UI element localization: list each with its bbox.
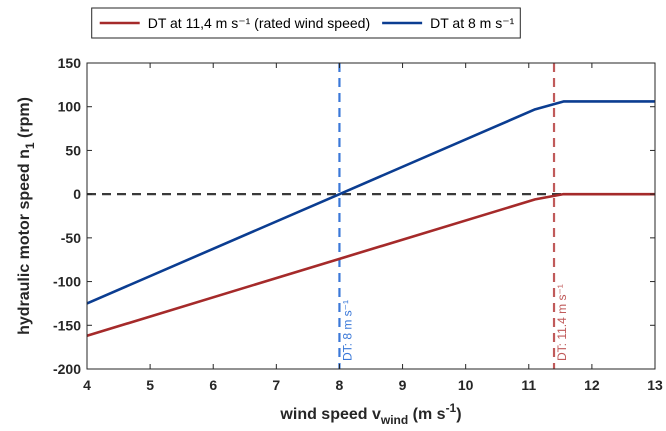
y-tick-label-3: -50 xyxy=(61,230,81,246)
x-tick-label-0: 4 xyxy=(83,377,91,393)
y-tick-label-1: -150 xyxy=(53,317,81,333)
y-tick-label-7: 150 xyxy=(58,55,82,71)
x-tick-label-9: 13 xyxy=(647,377,663,393)
y-tick-label-2: -100 xyxy=(53,274,81,290)
series-line-1 xyxy=(86,100,655,305)
plot-area: DT: 8 m s⁻¹ DT: 11.4 m s⁻¹ xyxy=(86,63,655,369)
x-tick-label-8: 12 xyxy=(584,377,600,393)
x-tick-label-4: 8 xyxy=(336,377,344,393)
reference-line-label-1: DT: 8 m s⁻¹ xyxy=(340,300,354,361)
y-axis-label: hydraulic motor speed n1 (rpm) xyxy=(16,97,37,335)
reference-line-label-2: DT: 11.4 m s⁻¹ xyxy=(555,284,569,361)
y-tick-label-4: 0 xyxy=(73,186,81,202)
x-tick-label-7: 11 xyxy=(521,377,536,393)
axes-frame xyxy=(86,62,656,370)
x-axis-label: wind speed vwind (m s-1) xyxy=(279,401,461,427)
legend: DT at 11,4 m s⁻¹ (rated wind speed) DT at… xyxy=(91,7,521,39)
x-tick-label-5: 9 xyxy=(399,377,407,393)
y-tick-label-6: 100 xyxy=(58,99,82,115)
y-tick-label-0: -200 xyxy=(53,361,81,377)
x-tick-label-1: 5 xyxy=(146,377,154,393)
x-tick-label-3: 7 xyxy=(272,377,280,393)
series-line-0 xyxy=(86,192,655,338)
x-tick-label-6: 10 xyxy=(458,377,474,393)
legend-box xyxy=(91,7,521,39)
x-tick-label-2: 6 xyxy=(209,377,217,393)
axes: 4 5 6 7 8 9 10 11 12 13 -200 -150 -100 -50 0 50 100 150 xyxy=(53,55,663,393)
legend-label-0: DT at 11,4 m s⁻¹ (rated wind speed) xyxy=(148,15,370,31)
y-tick-label-5: 50 xyxy=(65,142,81,158)
legend-label-1: DT at 8 m s⁻¹ xyxy=(430,15,514,31)
